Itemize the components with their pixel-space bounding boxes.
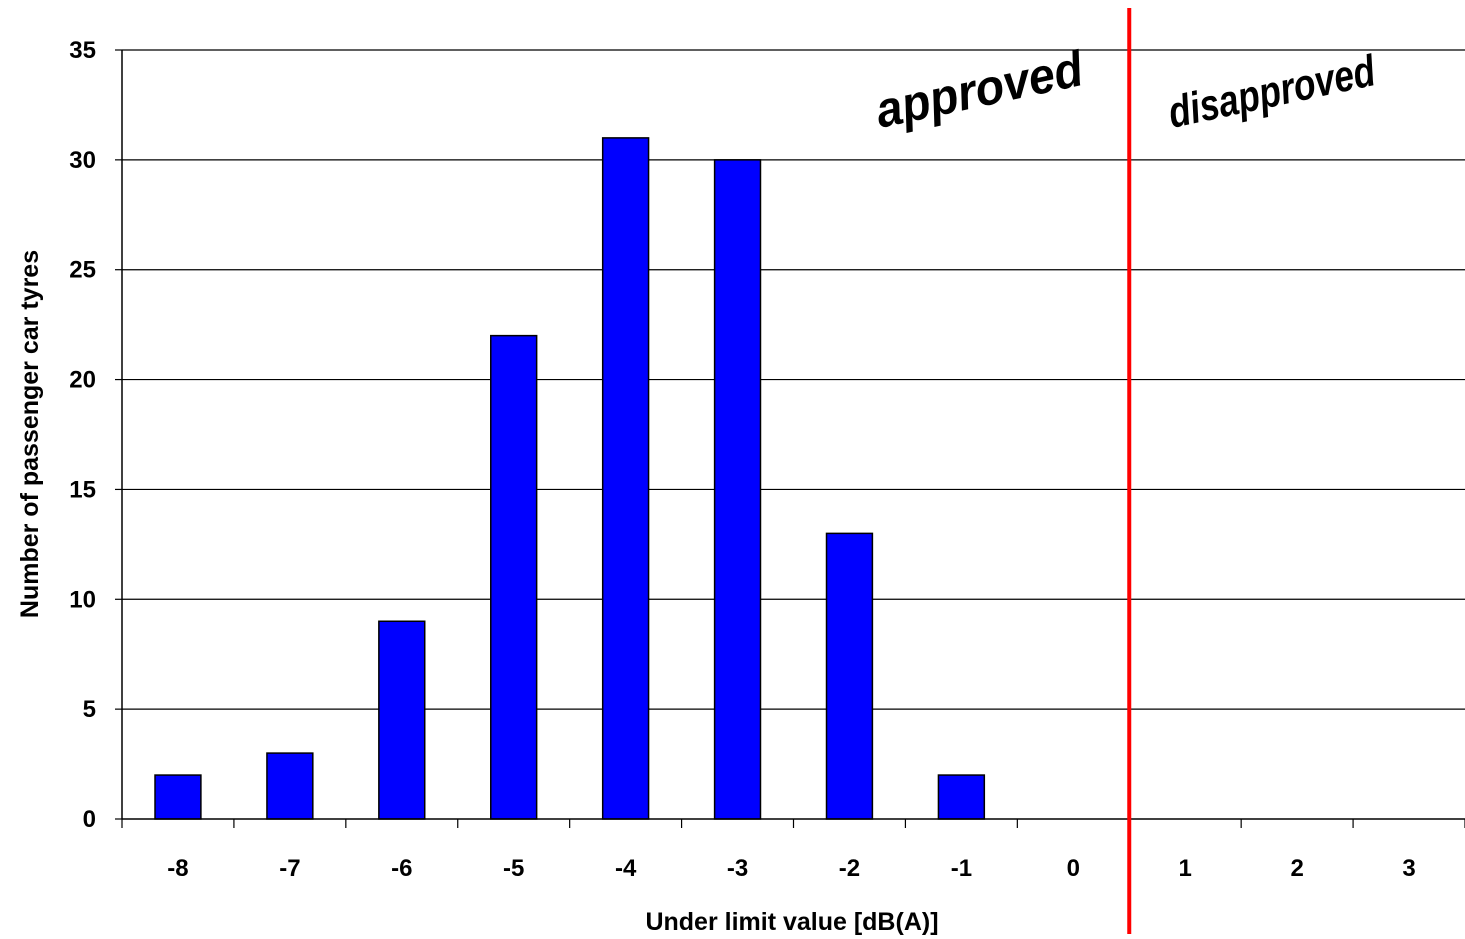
axes [121,50,1465,820]
bar [713,159,762,820]
bar [937,774,986,820]
x-tick-labels: -8 -7 -6 -5 -4 -3 -2 -1 0 1 2 3 [121,819,1465,882]
disapproved-label: disapproved [1164,46,1380,138]
grid-lines [122,49,1465,710]
bar [825,532,874,820]
y-tick-label: 5 [83,696,96,723]
y-tick-labels: 0 5 10 15 20 25 30 35 [69,37,122,833]
x-tick-label: -3 [727,855,748,882]
y-tick-label: 10 [69,586,96,613]
y-tick-label: 30 [69,147,96,174]
x-tick-label: 2 [1290,855,1303,882]
y-tick-label: 0 [83,806,96,833]
bar [601,137,650,820]
bars [154,137,986,820]
y-tick-label: 35 [69,37,96,64]
y-axis-title: Number of passenger car tyres [16,250,44,618]
y-tick-label: 25 [69,257,96,284]
x-tick-label: -4 [615,855,637,882]
x-tick-label: 0 [1067,855,1080,882]
x-tick-label: 3 [1402,855,1415,882]
x-axis-title: Under limit value [dB(A)] [645,908,938,936]
y-tick-label: 15 [69,476,96,503]
y-tick-label: 20 [69,367,96,394]
bar [378,620,426,820]
x-tick-label: -7 [279,855,300,882]
x-tick-label: -8 [167,855,188,882]
x-tick-label: 1 [1179,855,1192,882]
approved-label: approved [871,40,1089,139]
bar [154,774,202,820]
x-tick-label: -5 [503,855,524,882]
bar [266,752,314,820]
bar [490,334,538,820]
x-tick-label: -6 [391,855,412,882]
x-tick-label: -2 [839,855,860,882]
x-tick-label: -1 [951,855,972,882]
